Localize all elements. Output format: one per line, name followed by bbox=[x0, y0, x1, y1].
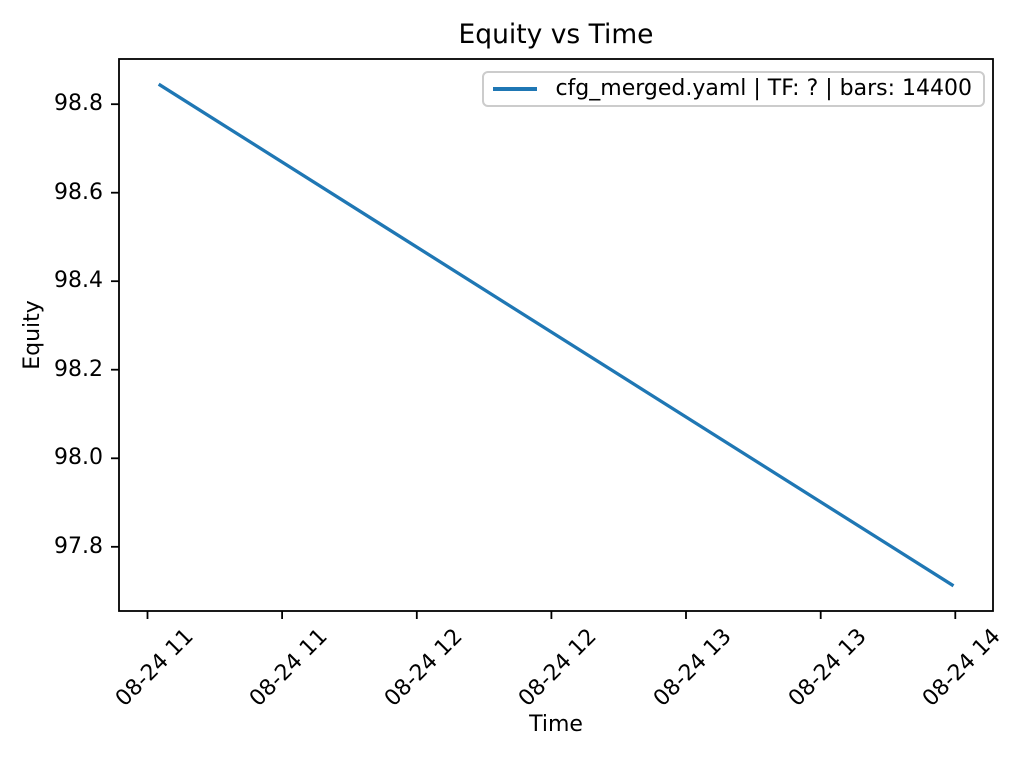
y-tick-label: 98.2 bbox=[54, 356, 103, 382]
chart-title: Equity vs Time bbox=[458, 19, 654, 50]
legend: cfg_merged.yaml | TF: ? | bars: 14400 bbox=[482, 71, 985, 107]
y-tick-label: 97.8 bbox=[54, 533, 103, 559]
y-tick-label: 98.0 bbox=[54, 445, 103, 471]
y-tick-label: 98.6 bbox=[54, 179, 103, 205]
y-tick-label: 98.4 bbox=[54, 268, 103, 294]
legend-entry-label: cfg_merged.yaml | TF: ? | bars: 14400 bbox=[555, 76, 972, 101]
x-axis-label: Time bbox=[529, 712, 583, 737]
legend-line-sample-icon bbox=[493, 87, 538, 91]
y-tick-label: 98.8 bbox=[54, 91, 103, 117]
data-line bbox=[157, 82, 955, 588]
axes-frame bbox=[118, 58, 994, 612]
y-axis-label: Equity bbox=[20, 300, 45, 370]
